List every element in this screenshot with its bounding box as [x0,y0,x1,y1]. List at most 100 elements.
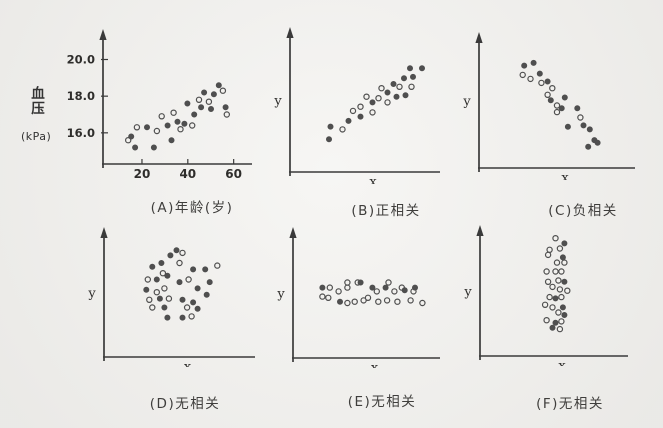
data-point [393,93,400,100]
data-point [543,316,550,324]
data-point [144,276,152,283]
data-point [188,122,196,129]
data-point [555,277,562,284]
axes [476,225,628,360]
data-point [153,276,160,283]
data-point [205,98,213,105]
x-axis-label: x [558,359,566,366]
data-point [181,120,188,127]
data-point [190,299,197,306]
y-axis-unit-kpa: (kPa) [21,130,52,143]
data-points [124,82,230,151]
data-point [373,288,381,295]
data-point [408,83,415,91]
data-point [406,65,413,72]
axes [475,32,635,172]
data-point [195,96,203,104]
data-point [170,109,177,116]
data-point [201,89,208,96]
data-point [400,75,407,82]
data-point [552,319,559,326]
data-point [326,136,333,143]
data-point [159,270,167,277]
data-point [168,137,175,144]
data-point [401,287,408,294]
data-point [394,298,401,305]
x-axis-label: x [369,175,377,184]
data-point [179,296,186,303]
x-tick-label: 60 [225,167,242,181]
caption-plot-f: (F)无相关 [536,396,604,412]
data-point [378,84,385,92]
data-point [185,276,192,283]
y-tick-label: 16.0 [67,126,95,140]
data-point [586,126,593,133]
data-point [549,324,556,331]
data-points [519,59,601,150]
data-points [326,65,425,143]
y-tick-label: 18.0 [67,89,95,103]
x-axis-label: x [371,361,379,368]
data-point [207,106,214,113]
data-point [158,260,165,267]
data-point [133,124,141,131]
data-point [153,127,161,135]
y-tick-label: 20.0 [67,53,95,67]
data-point [179,314,186,321]
data-point [176,259,183,267]
data-point [384,89,391,96]
y-axis-label: y [463,285,472,300]
data-point [202,266,209,273]
y-axis-arrow-icon [475,32,483,43]
data-point [541,301,549,309]
data-point [161,304,168,311]
data-point [553,102,561,109]
data-point [391,288,398,295]
data-point [552,235,559,242]
axes: 20 40 60 16.0 18.0 20.0 [67,29,252,181]
x-axis-label: x [184,360,192,367]
data-point [549,283,556,291]
data-point [153,288,161,296]
data-point [158,113,165,120]
x-axis-label: x [561,171,569,180]
x-tick-label: 40 [179,167,196,181]
data-point [132,144,139,151]
data-point [194,285,201,292]
pressure-char: 压 [31,101,45,117]
data-points [319,279,426,307]
y-axis-title-blood-pressure: 血 压 [29,87,47,117]
data-point [173,247,180,254]
data-point [577,114,584,121]
data-point [384,99,391,106]
data-point [544,91,551,99]
data-point [555,309,562,316]
data-point [351,298,358,305]
y-axis-arrow-icon [286,27,294,38]
data-point [161,285,168,292]
blood-char: 血 [31,86,45,102]
y-axis-arrow-icon [99,29,107,40]
data-point [146,296,153,304]
data-point [337,298,344,305]
scatter-plot-c-negative-correlation: yx [462,32,635,180]
data-point [344,299,351,307]
data-point [546,293,553,301]
data-point [558,293,565,301]
data-point [546,246,553,253]
data-point [544,278,552,286]
data-point [339,126,346,133]
data-point [349,107,357,115]
data-point [183,304,191,311]
data-point [559,254,566,261]
data-point [556,245,564,252]
data-point [184,100,191,107]
caption-plot-e: (E)无相关 [347,394,417,410]
data-point [402,92,409,99]
data-point [549,84,556,92]
data-point [326,284,334,291]
data-point [319,293,326,300]
data-point [574,105,581,112]
y-axis-label: y [87,287,96,302]
data-point [418,65,425,72]
